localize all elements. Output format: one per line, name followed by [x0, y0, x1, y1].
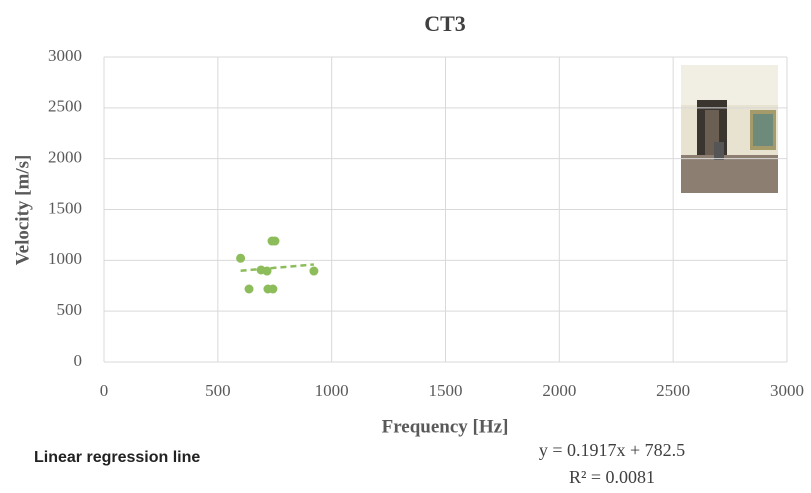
- scatter-point: [268, 284, 278, 294]
- y-tick-label: 1500: [48, 198, 82, 217]
- x-tick-label: 500: [205, 381, 231, 400]
- x-tick-label: 0: [100, 381, 109, 400]
- y-tick-label: 1000: [48, 249, 82, 268]
- x-tick-label: 2000: [542, 381, 576, 400]
- x-tick-label: 2500: [656, 381, 690, 400]
- trendline-r2: R² = 0.0081: [569, 467, 655, 487]
- photo-inset: [681, 65, 778, 193]
- y-axis-label: Velocity [m/s]: [12, 155, 33, 266]
- y-tick-label: 2500: [48, 97, 82, 116]
- y-tick-label: 2000: [48, 148, 82, 167]
- scatter-point: [236, 253, 246, 263]
- y-tick-label: 3000: [48, 46, 82, 65]
- chart-title: CT3: [424, 11, 466, 36]
- scatter-point: [270, 236, 280, 246]
- x-tick-label: 1000: [315, 381, 349, 400]
- trendline-equation: y = 0.1917x + 782.5: [539, 440, 685, 460]
- scatter-point: [309, 266, 319, 276]
- x-axis-label: Frequency [Hz]: [382, 416, 509, 437]
- x-tick-label: 1500: [429, 381, 463, 400]
- trendline: [240, 263, 315, 272]
- x-tick-label: 3000: [770, 381, 804, 400]
- scatter-point: [262, 266, 272, 276]
- scatter-point: [244, 284, 254, 294]
- y-tick-label: 500: [57, 300, 83, 319]
- trendline-name: Linear regression line: [34, 449, 200, 466]
- y-tick-label: 0: [74, 351, 83, 370]
